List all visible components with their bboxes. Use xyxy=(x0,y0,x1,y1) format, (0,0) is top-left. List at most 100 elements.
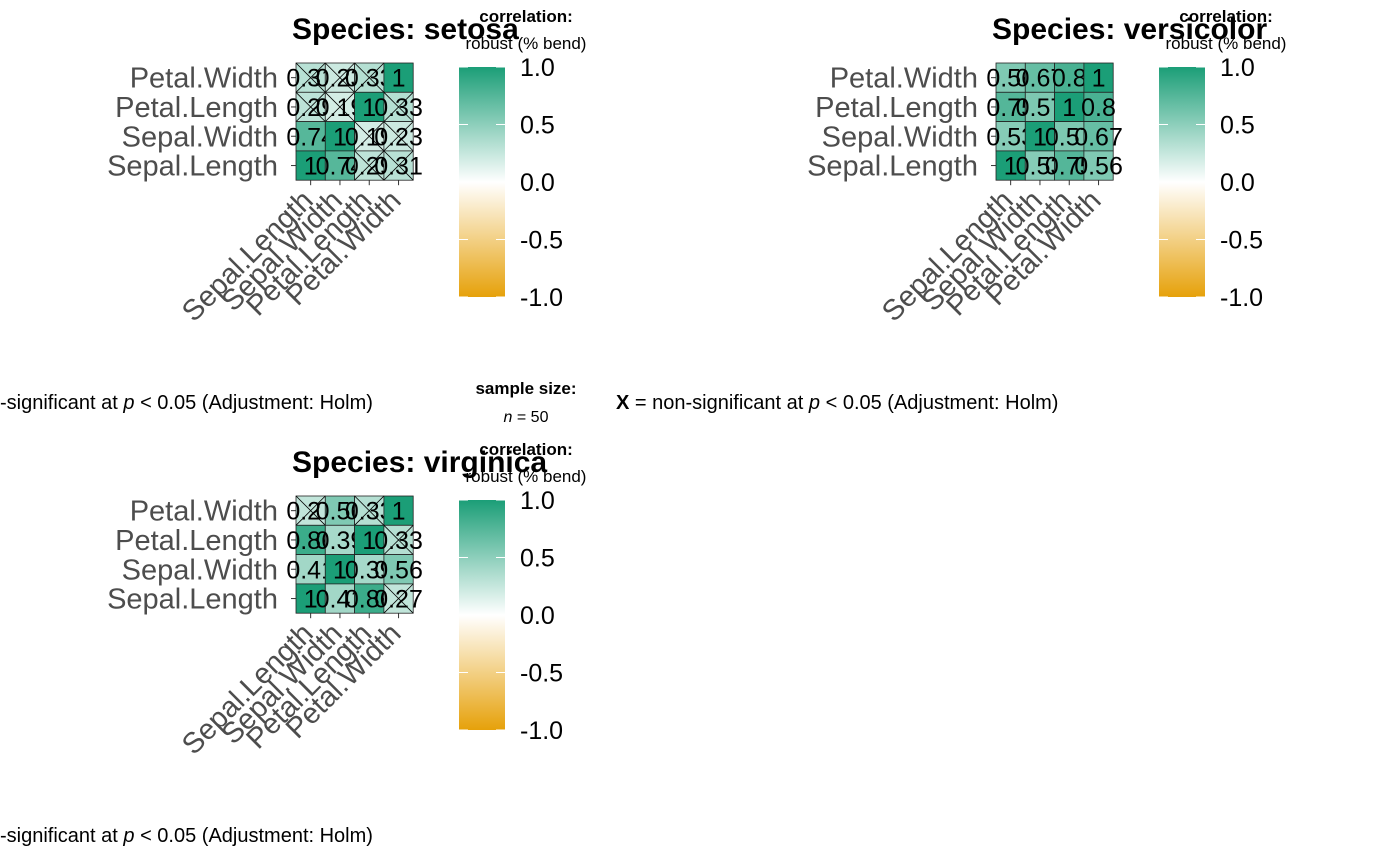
nonsignificant-cross xyxy=(354,495,385,526)
heatmap-cell xyxy=(1054,150,1085,181)
cell-value-label: 1 xyxy=(392,65,406,93)
cell-value-label: 0.67 xyxy=(1074,123,1123,151)
cell-value-label: 1 xyxy=(304,586,318,614)
nonsignificant-cross xyxy=(383,92,414,122)
cell-value-label: 0.56 xyxy=(1074,153,1123,181)
cell-value-label: 1 xyxy=(304,153,318,181)
legend-tick-label: 1.0 xyxy=(520,487,555,515)
y-tick-label: Petal.Width xyxy=(830,63,978,95)
legend-tick-label: 0.0 xyxy=(520,602,555,630)
y-tick-label: Sepal.Width xyxy=(822,121,978,153)
legend-tick-label: -1.0 xyxy=(1220,284,1263,312)
y-tick-label: Sepal.Length xyxy=(107,584,278,616)
legend-title: correlation: xyxy=(479,7,573,26)
heatmap-cell xyxy=(383,62,414,93)
nonsignificant-cross xyxy=(295,62,326,93)
cell-value-label: 1 xyxy=(333,556,347,584)
legend-tick-label: -1.0 xyxy=(520,284,563,312)
cell-value-label: 0.31 xyxy=(374,153,423,181)
caption-versicolor-p: p xyxy=(808,392,820,414)
nonsignificant-cross xyxy=(383,525,414,555)
heatmap-cell xyxy=(324,150,355,181)
cell-value-label: 0.33 xyxy=(374,527,423,555)
cell-value-label: 1 xyxy=(392,498,406,526)
cell-value-label: 1 xyxy=(362,94,376,122)
cell-value-label: 0.23 xyxy=(374,123,423,151)
caption-virginica: -significant at p < 0.05 (Adjustment: Ho… xyxy=(0,825,373,847)
y-tick-label: Petal.Length xyxy=(115,92,278,124)
legend-tick-label: -1.0 xyxy=(520,717,563,745)
heatmap-cell xyxy=(295,524,326,555)
nonsignificant-cross xyxy=(295,495,326,526)
caption-setosa-p: p xyxy=(122,392,134,414)
caption-versicolor-mid: = non-significant at xyxy=(629,392,809,414)
caption-setosa: -significant at p < 0.05 (Adjustment: Ho… xyxy=(0,392,373,414)
heatmap-cell xyxy=(324,495,355,526)
panel-virginica: Species: virginica0.270.560.3310.860.391… xyxy=(107,440,586,761)
heatmap-cell xyxy=(995,91,1026,123)
cell-value-label: 0.8 xyxy=(1081,94,1116,122)
nonsignificant-cross xyxy=(383,121,414,152)
legend-tick-label: -0.5 xyxy=(520,660,563,688)
cell-value-label: 1 xyxy=(1092,65,1106,93)
caption-virginica-suffix: < 0.05 (Adjustment: Holm) xyxy=(135,825,373,847)
nonsignificant-cross xyxy=(383,150,414,181)
cell-value-label: 0.27 xyxy=(374,586,423,614)
legend-tick-label: 1.0 xyxy=(1220,54,1255,82)
cell-value-label: 1 xyxy=(362,527,376,555)
heatmap-cell xyxy=(1054,62,1085,93)
nonsignificant-cross xyxy=(325,92,355,122)
panel-setosa: Species: setosa0.310.230.3310.290.1910.3… xyxy=(107,7,586,328)
legend-title: correlation: xyxy=(479,440,573,459)
cell-value-label: 0.56 xyxy=(374,556,423,584)
legend-tick-label: 0.0 xyxy=(520,169,555,197)
legend-tick-label: -0.5 xyxy=(520,227,563,255)
nonsignificant-cross xyxy=(325,62,355,93)
sample-size-n-symbol: n xyxy=(504,409,513,426)
caption-versicolor: X = non-significant at p < 0.05 (Adjustm… xyxy=(616,392,1058,414)
heatmap-cell xyxy=(1083,91,1114,123)
y-tick-label: Sepal.Width xyxy=(122,554,278,586)
heatmap-cell xyxy=(295,554,326,585)
legend-tick-label: 0.5 xyxy=(520,112,555,140)
heatmap-cell xyxy=(354,583,385,614)
heatmap-cell xyxy=(383,554,414,585)
legend-tick-label: -0.5 xyxy=(1220,227,1263,255)
legend-subtitle: robust (% bend) xyxy=(466,34,587,53)
cell-value-label: 1 xyxy=(1004,153,1018,181)
y-tick-label: Petal.Width xyxy=(130,63,278,95)
heatmap-cell xyxy=(295,121,326,152)
cell-value-label: 0.8 xyxy=(1052,65,1087,93)
heatmap-cell xyxy=(383,495,414,526)
nonsignificant-cross xyxy=(354,121,385,152)
legend-tick-label: 0.5 xyxy=(1220,112,1255,140)
nonsignificant-cross xyxy=(383,583,414,614)
y-tick-label: Sepal.Length xyxy=(807,151,978,183)
y-tick-label: Petal.Length xyxy=(815,92,978,124)
heatmap-cell xyxy=(1024,62,1056,93)
heatmap-cell xyxy=(1024,121,1056,152)
legend-tick-label: 1.0 xyxy=(520,54,555,82)
nonsignificant-cross xyxy=(354,150,385,181)
legend-tick-label: 0.0 xyxy=(1220,169,1255,197)
heatmap-cell xyxy=(324,583,355,614)
nonsignificant-cross xyxy=(354,62,385,93)
heatmap-cell xyxy=(324,121,355,152)
sample-size-value: n = 50 xyxy=(504,409,549,426)
caption-versicolor-suffix: < 0.05 (Adjustment: Holm) xyxy=(820,392,1058,414)
heatmap-cell xyxy=(1083,121,1114,152)
sample-size-title: sample size: xyxy=(475,379,576,398)
nonsignificant-cross xyxy=(295,92,326,122)
panel-title: Species: versicolor xyxy=(992,13,1267,46)
cell-value-label: 0.33 xyxy=(374,94,423,122)
legend-title: correlation: xyxy=(1179,7,1273,26)
panel-title: Species: virginica xyxy=(292,446,547,479)
heatmap-cell xyxy=(324,524,355,555)
panels-layer: Species: setosa0.310.230.3310.290.1910.3… xyxy=(107,7,1286,761)
caption-setosa-prefix: -significant at xyxy=(0,392,123,414)
legend-tick-label: 0.5 xyxy=(520,545,555,573)
y-tick-label: Petal.Width xyxy=(130,496,278,528)
cell-value-label: 1 xyxy=(333,123,347,151)
